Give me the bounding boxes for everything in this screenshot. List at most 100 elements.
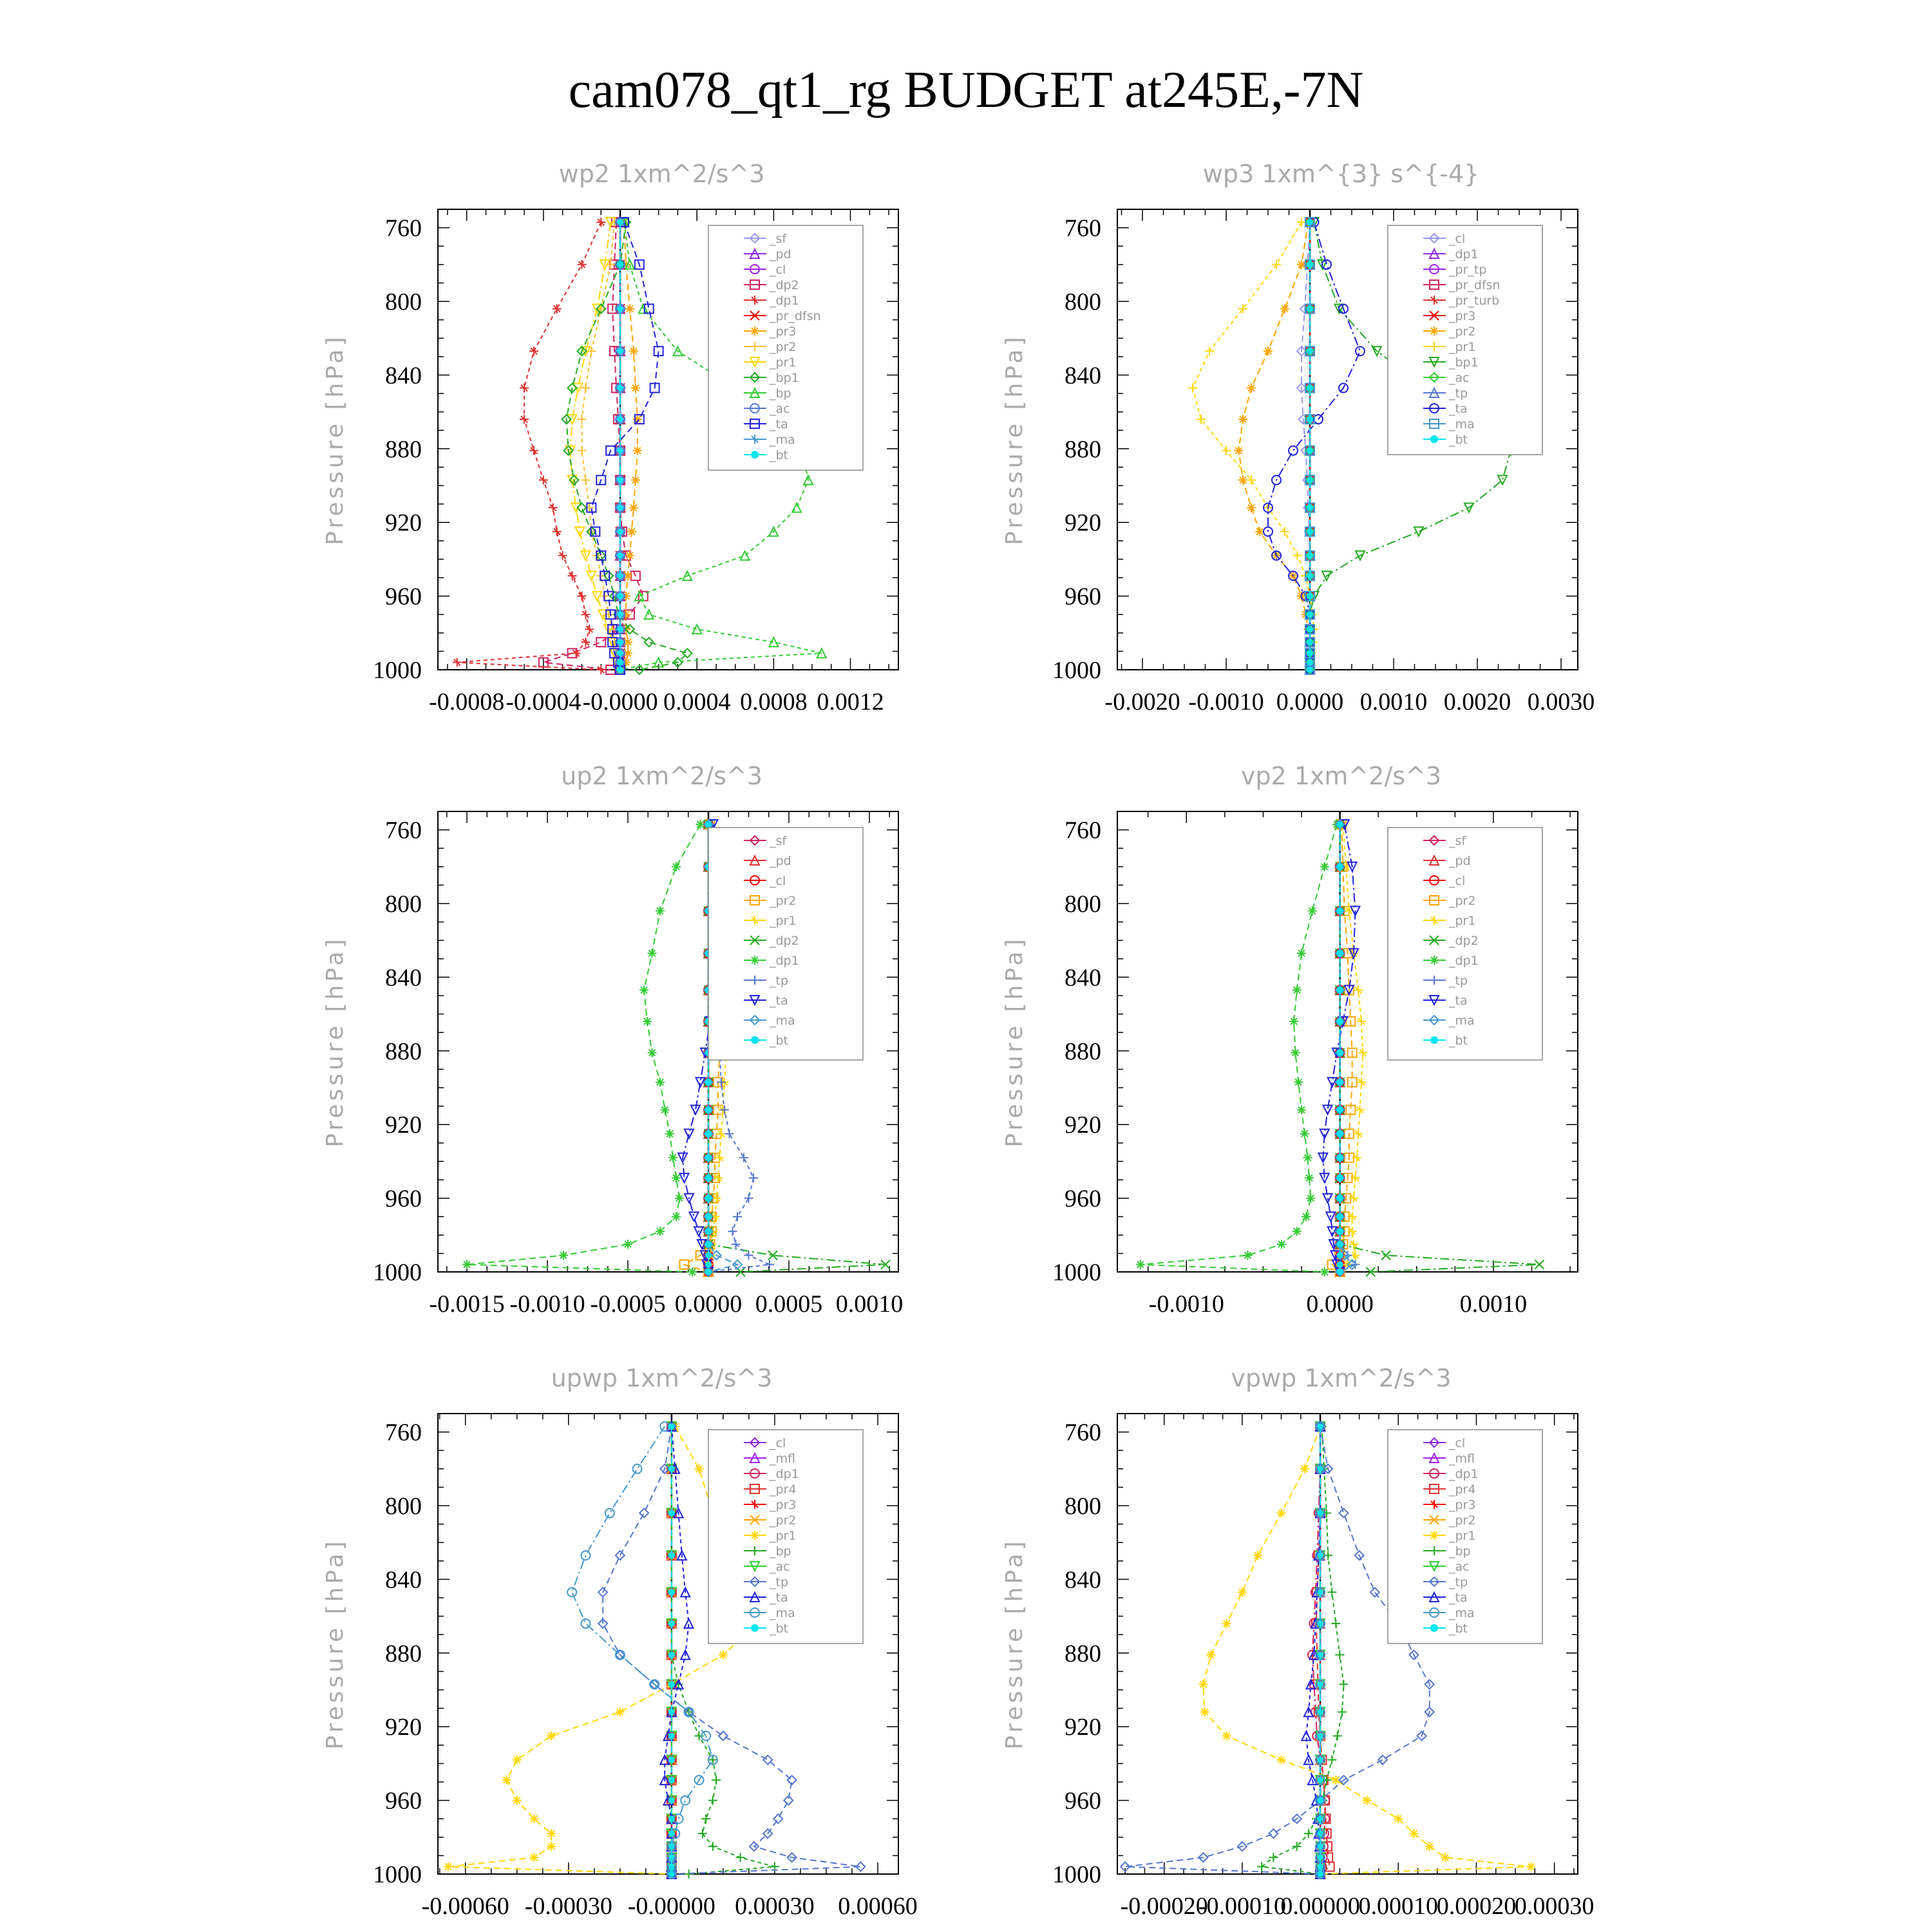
series-dp1 [462,820,705,1276]
data-point [617,528,624,535]
data-point [617,667,624,673]
panel-5: upwp 1xm^2/s^3 Pressure [hPa] 760 800 840 880… [322,1364,918,1920]
data-point [520,383,529,393]
data-point [1320,862,1329,871]
data-point [1267,1828,1279,1839]
data-point [652,656,665,668]
legend-label: _tp [1448,1575,1468,1589]
data-point [1307,906,1317,916]
data-point [1243,1251,1253,1260]
legend-label: _ac [769,1560,790,1574]
data-point [1338,383,1349,393]
data-point [668,1830,675,1837]
data-point [1347,1259,1358,1270]
data-point [1253,1551,1263,1560]
legend-marker [1430,1036,1438,1044]
legend-label: _bp [769,386,791,401]
data-point [529,1853,539,1862]
data-point [1317,1681,1324,1688]
data-point [675,1193,684,1203]
data-point [1238,475,1247,485]
data-point [677,1152,688,1164]
legend-marker [1429,419,1439,429]
series-bt [668,1423,675,1877]
data-point [1409,1829,1419,1839]
data-point [705,821,712,828]
data-point [547,1731,556,1741]
data-point [1264,346,1273,356]
data-point [580,550,592,562]
data-point [629,346,638,356]
data-point [1526,1862,1536,1871]
x-tick-label: -0.00030 [525,1893,612,1920]
data-point [748,1841,760,1852]
panel-1: wp2 1xm^2/s^3 Pressure [hPa] 760 800 840 880 9… [322,160,899,715]
data-point [1271,550,1282,561]
data-point [668,1854,675,1861]
legend-marker [1428,1591,1440,1602]
data-point [1238,304,1247,314]
data-point [630,383,640,393]
plot-frame [437,209,899,670]
y-tick-label: 920 [1065,509,1101,536]
data-point [1347,1227,1357,1236]
legend-label: _cl [1448,232,1465,246]
data-point [617,626,624,633]
data-point [1336,1261,1343,1268]
data-point [1292,1227,1302,1236]
data-point [1269,1853,1278,1862]
data-point [621,591,630,601]
data-point [617,592,624,600]
legend-marker [1429,279,1439,290]
data-point [1327,1755,1337,1765]
data-point [647,949,657,958]
panel-2: wp3 1xm^{3} s^{-4} Pressure [hPa] 760 800 84… [1001,160,1595,715]
data-point [581,383,591,393]
legend-marker [1428,232,1440,244]
legend-label: _sf [1448,834,1466,848]
data-point [563,445,574,457]
data-point [1317,1620,1324,1627]
legend-marker [1429,895,1439,905]
data-point [566,414,578,426]
data-point [672,345,684,357]
legend-marker [1429,935,1439,945]
data-point [1317,1465,1324,1472]
y-tick-label: 1000 [1052,1259,1101,1286]
data-point [561,413,573,425]
x-tick-label: -0.0010 [1188,688,1264,715]
data-point [1348,948,1359,960]
y-tick-label: 1000 [373,657,422,684]
data-point [714,1173,723,1183]
data-point [649,1679,660,1690]
data-point [672,1212,681,1222]
data-point [1336,1018,1343,1025]
data-point [559,1251,568,1260]
data-point [688,1211,700,1223]
legend-marker [1429,264,1439,274]
data-point [668,1620,675,1627]
x-tick-label: 0.0000 [1306,1291,1374,1318]
data-point [1197,1852,1209,1863]
data-point [1416,1730,1428,1741]
data-point [1358,1048,1368,1057]
legend-marker [750,327,759,336]
legend-box [1387,1429,1543,1644]
data-point [623,1240,632,1249]
data-point [1305,1678,1317,1690]
x-tick-label: -0.0020 [1104,688,1180,715]
x-tick-label: 0.00000 [1280,1893,1360,1920]
data-point [668,1732,675,1739]
data-point [708,1795,717,1805]
panel-title: wp2 1xm^2/s^3 [559,160,765,188]
data-point [623,571,632,581]
legend-marker [750,1468,760,1479]
x-tick-label: 0.0030 [1528,688,1595,715]
data-point [1317,1423,1324,1430]
data-point [576,345,587,357]
data-point [621,658,630,667]
data-point [694,1077,706,1088]
data-point [1321,1193,1334,1204]
data-point [590,526,601,537]
data-point [1355,1105,1365,1115]
